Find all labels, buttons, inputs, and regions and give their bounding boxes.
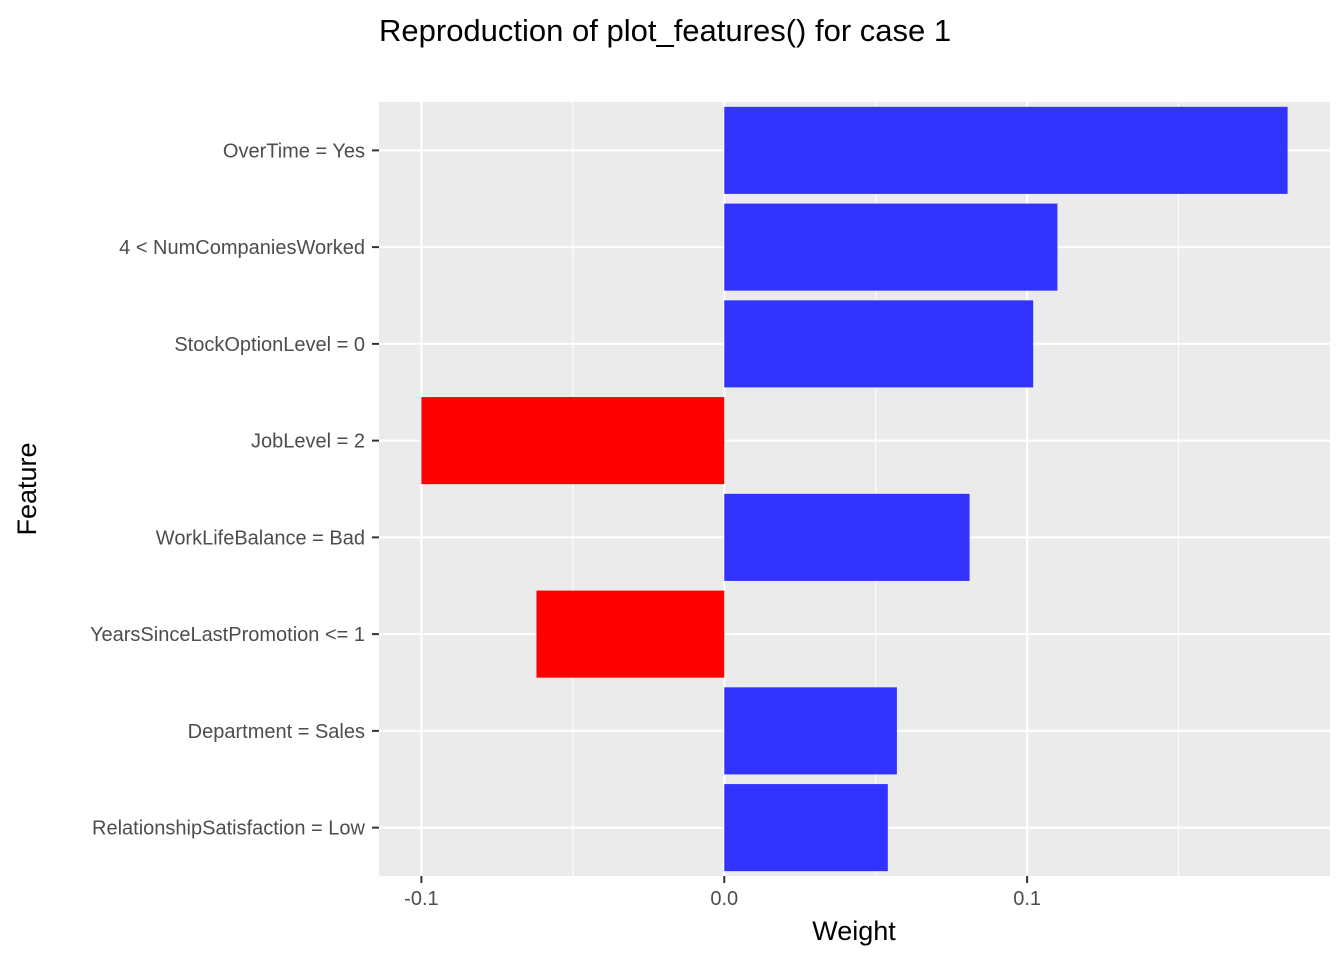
x-axis: -0.1 0.0 0.1 — [404, 876, 1041, 910]
y-tick-label: YearsSinceLastPromotion <= 1 — [90, 624, 365, 646]
y-tick-label: WorkLifeBalance = Bad — [156, 527, 365, 549]
y-axis-title: Feature — [12, 442, 42, 535]
y-tick-label: StockOptionLevel = 0 — [174, 334, 365, 356]
chart-title: Reproduction of plot_features() for case… — [379, 13, 951, 48]
x-tick-label: 0.1 — [1013, 888, 1041, 910]
y-tick-label: 4 < NumCompaniesWorked — [119, 237, 365, 259]
bar — [421, 397, 725, 485]
bar — [724, 203, 1058, 291]
bar — [724, 493, 970, 581]
x-tick-label: -0.1 — [404, 888, 438, 910]
y-tick-label: OverTime = Yes — [223, 140, 365, 162]
bar — [724, 784, 888, 872]
y-tick-label: RelationshipSatisfaction = Low — [92, 818, 365, 840]
x-tick-label: 0.0 — [710, 888, 738, 910]
x-axis-title: Weight — [812, 916, 896, 946]
y-axis: OverTime = Yes 4 < NumCompaniesWorked Stoc… — [90, 140, 379, 840]
bar — [536, 590, 725, 678]
bar — [724, 687, 897, 775]
y-tick-label: Department = Sales — [188, 721, 365, 743]
bars — [421, 106, 1288, 872]
bar — [724, 300, 1034, 388]
bar — [724, 106, 1288, 194]
y-tick-label: JobLevel = 2 — [251, 431, 365, 453]
